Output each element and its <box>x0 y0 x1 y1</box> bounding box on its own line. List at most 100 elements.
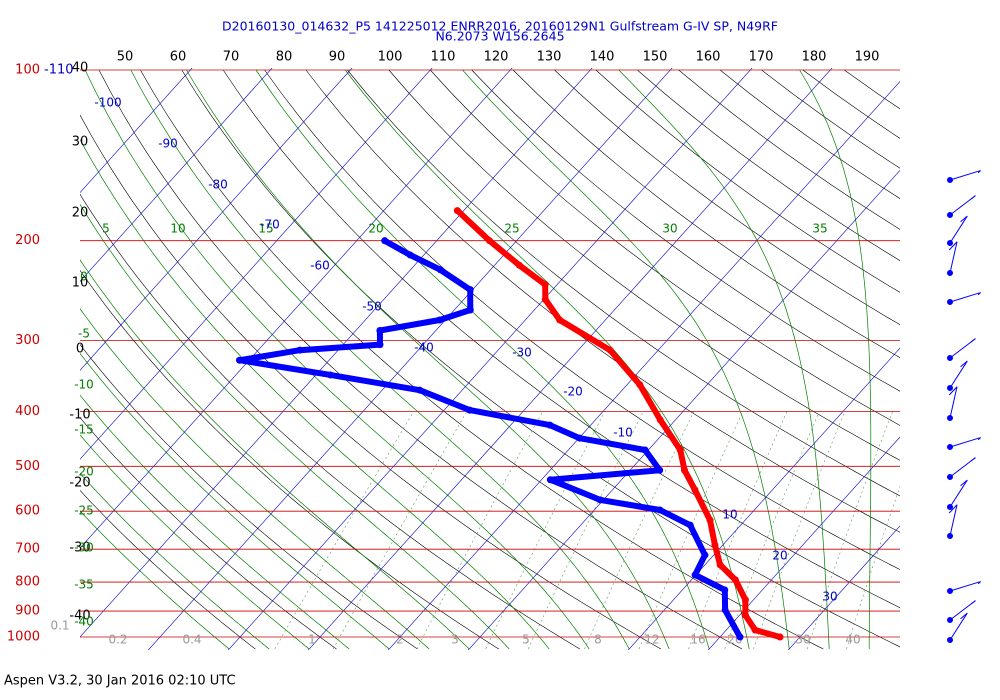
moist-label: 15 <box>258 222 273 236</box>
dewpoint-point <box>736 633 744 641</box>
moist-label: -35 <box>74 578 94 592</box>
barb-flag <box>977 581 981 585</box>
mixing-ratio-line <box>846 485 900 650</box>
dewpoint-point <box>466 406 474 414</box>
moist-label: 10 <box>170 222 185 236</box>
moist-label: -40 <box>74 615 94 629</box>
isotherm-label: -30 <box>512 346 532 360</box>
barb-flag <box>970 600 976 605</box>
barb-staff <box>949 215 968 244</box>
mixing-ratio-label: 2 <box>396 633 404 647</box>
pressure-label: 300 <box>15 333 40 348</box>
isotherm-label: -90 <box>158 137 178 151</box>
moist-label: 30 <box>662 222 677 236</box>
dry-label: -20 <box>69 476 90 491</box>
dry-adiabat <box>471 69 900 392</box>
moist-adiabat <box>80 510 230 650</box>
barb-flag <box>977 292 981 296</box>
dry-adiabat <box>512 69 900 359</box>
moist-label: -10 <box>74 378 94 392</box>
dry-adiabat <box>347 69 900 497</box>
isotherm-label: -80 <box>208 178 228 192</box>
dry-adiabat <box>80 193 581 650</box>
top-label: 190 <box>855 50 880 65</box>
mixing-ratio-label: 1 <box>308 633 316 647</box>
barb-flag <box>960 215 968 223</box>
temperature-point <box>606 346 614 354</box>
top-label: 140 <box>590 50 615 65</box>
temperature-point <box>716 561 724 569</box>
isotherm <box>627 347 900 650</box>
dewpoint-point <box>701 551 709 559</box>
temperature-point <box>515 261 523 269</box>
mixing-ratio-line <box>807 411 893 650</box>
isotherm-label: -50 <box>362 300 382 314</box>
moist-adiabat <box>84 69 590 650</box>
barb-flag <box>977 170 981 174</box>
dry-adiabat <box>181 69 900 648</box>
isotherm <box>707 436 900 650</box>
isotherm-label: -60 <box>310 259 330 273</box>
mixing-ratio-label: 0.4 <box>182 633 201 647</box>
isotherm-label: 10 <box>722 508 737 522</box>
isotherm <box>80 68 353 371</box>
temperature-point <box>741 611 749 619</box>
dry-label: -30 <box>69 541 90 556</box>
mixing-ratio-line <box>274 411 414 650</box>
moist-label: 35 <box>812 222 827 236</box>
pressure-label: 500 <box>15 459 40 474</box>
isotherm <box>467 169 900 650</box>
barb-flag <box>948 386 958 396</box>
moist-label: -5 <box>78 327 90 341</box>
top-label: 180 <box>802 50 827 65</box>
barb-flag <box>970 338 976 343</box>
dry-adiabat <box>264 69 900 570</box>
dry-label: 10 <box>72 276 89 291</box>
dry-adiabat <box>80 114 662 650</box>
barb-flag <box>948 504 958 514</box>
pressure-label: 600 <box>15 504 40 519</box>
dry-label: -40 <box>69 609 90 624</box>
temperature-point <box>680 466 688 474</box>
dewpoint-point <box>466 306 474 314</box>
isotherm-label: -100 <box>94 96 121 110</box>
dewpoint-point <box>656 466 664 474</box>
mixing-ratio-label: 0.1 <box>50 619 69 633</box>
mixing-ratio-label: 3 <box>451 633 459 647</box>
moist-adiabat <box>80 138 550 650</box>
moist-label: -20 <box>74 465 94 479</box>
barb-staff <box>949 170 981 181</box>
dry-adiabat <box>305 69 900 533</box>
temperature-point <box>711 541 719 549</box>
temperature-point <box>485 237 493 245</box>
barb-staff <box>949 292 981 303</box>
dry-adiabat <box>98 69 743 650</box>
barb-flag <box>970 195 976 200</box>
temperature-point <box>541 296 549 304</box>
mixing-ratio-line <box>416 411 543 650</box>
mixing-ratio-line <box>332 411 468 650</box>
temperature-point <box>691 486 699 494</box>
isotherm <box>227 68 753 650</box>
moist-adiabat <box>80 394 350 650</box>
dewpoint-point <box>721 586 729 594</box>
pressure-label: 1000 <box>7 630 40 645</box>
dewpoint-point <box>436 266 444 274</box>
isotherm-label: -20 <box>563 385 583 399</box>
temperature-point <box>706 516 714 524</box>
footer: Aspen V3.2, 30 Jan 2016 02:10 UTC <box>4 674 236 689</box>
isotherm <box>80 68 433 460</box>
dry-adiabat <box>719 69 900 199</box>
mixing-ratio-label: 30 <box>795 633 810 647</box>
barb-flag <box>960 360 968 368</box>
dry-adiabat <box>637 69 900 261</box>
pressure-label: 900 <box>15 604 40 619</box>
top-label: 120 <box>484 50 509 65</box>
isotherm-label: 20 <box>772 549 787 563</box>
moist-adiabat <box>80 259 470 650</box>
dry-adiabat <box>80 344 418 650</box>
temperature-point <box>541 281 549 289</box>
barb-staff <box>949 437 981 448</box>
dry-adiabat <box>430 69 900 426</box>
pressure-label: 200 <box>15 233 40 248</box>
